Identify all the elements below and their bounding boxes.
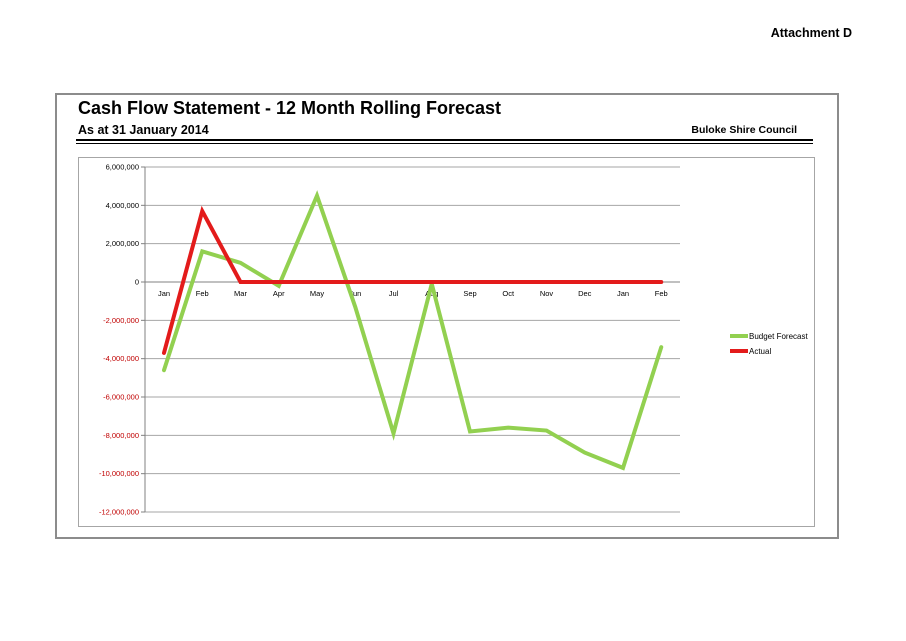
series-layer xyxy=(162,190,664,471)
x-category-label: Dec xyxy=(578,289,592,298)
legend: Budget Forecast Actual xyxy=(730,332,808,356)
y-tick-label: -4,000,000 xyxy=(103,354,139,363)
legend-label: Budget Forecast xyxy=(749,332,808,341)
x-category-label: Feb xyxy=(655,289,668,298)
y-tick-label: -2,000,000 xyxy=(103,316,139,325)
x-category-label: Aug xyxy=(425,289,438,298)
x-category-label: Jan xyxy=(617,289,629,298)
x-category-label: May xyxy=(310,289,324,298)
series-line-actual xyxy=(162,205,664,355)
x-category-label: Mar xyxy=(234,289,247,298)
y-tick-label: 0 xyxy=(135,278,139,287)
x-category-label: Apr xyxy=(273,289,285,298)
y-tick-label: -12,000,000 xyxy=(99,508,139,517)
x-category-label: Feb xyxy=(196,289,209,298)
report-title: Cash Flow Statement - 12 Month Rolling F… xyxy=(78,98,502,118)
organization-name: Buloke Shire Council xyxy=(691,124,797,136)
header-rule-thick xyxy=(76,139,813,141)
y-tick-label: 4,000,000 xyxy=(106,201,139,210)
series-line-budget-forecast xyxy=(162,190,664,471)
axis-layer: 6,000,000 4,000,000 2,000,000 0 -2,000,000 -4… xyxy=(99,163,680,517)
y-tick-label: -6,000,000 xyxy=(103,393,139,402)
attachment-label: Attachment D xyxy=(770,26,852,40)
x-category-label: Nov xyxy=(540,289,554,298)
legend-label: Actual xyxy=(749,347,771,356)
report-date: As at 31 January 2014 xyxy=(78,123,209,137)
x-category-label: Oct xyxy=(502,289,515,298)
y-tick-label: -10,000,000 xyxy=(99,469,139,478)
y-tick-label: -8,000,000 xyxy=(103,431,139,440)
x-category-label: Sep xyxy=(463,289,476,298)
header-rule-thin xyxy=(76,143,813,144)
x-category-label: Jun xyxy=(349,289,361,298)
report-frame xyxy=(55,93,839,539)
y-tick-label: 2,000,000 xyxy=(106,239,139,248)
x-category-label: Jul xyxy=(389,289,399,298)
x-category-label: Jan xyxy=(158,289,170,298)
y-tick-label: 6,000,000 xyxy=(106,163,139,172)
